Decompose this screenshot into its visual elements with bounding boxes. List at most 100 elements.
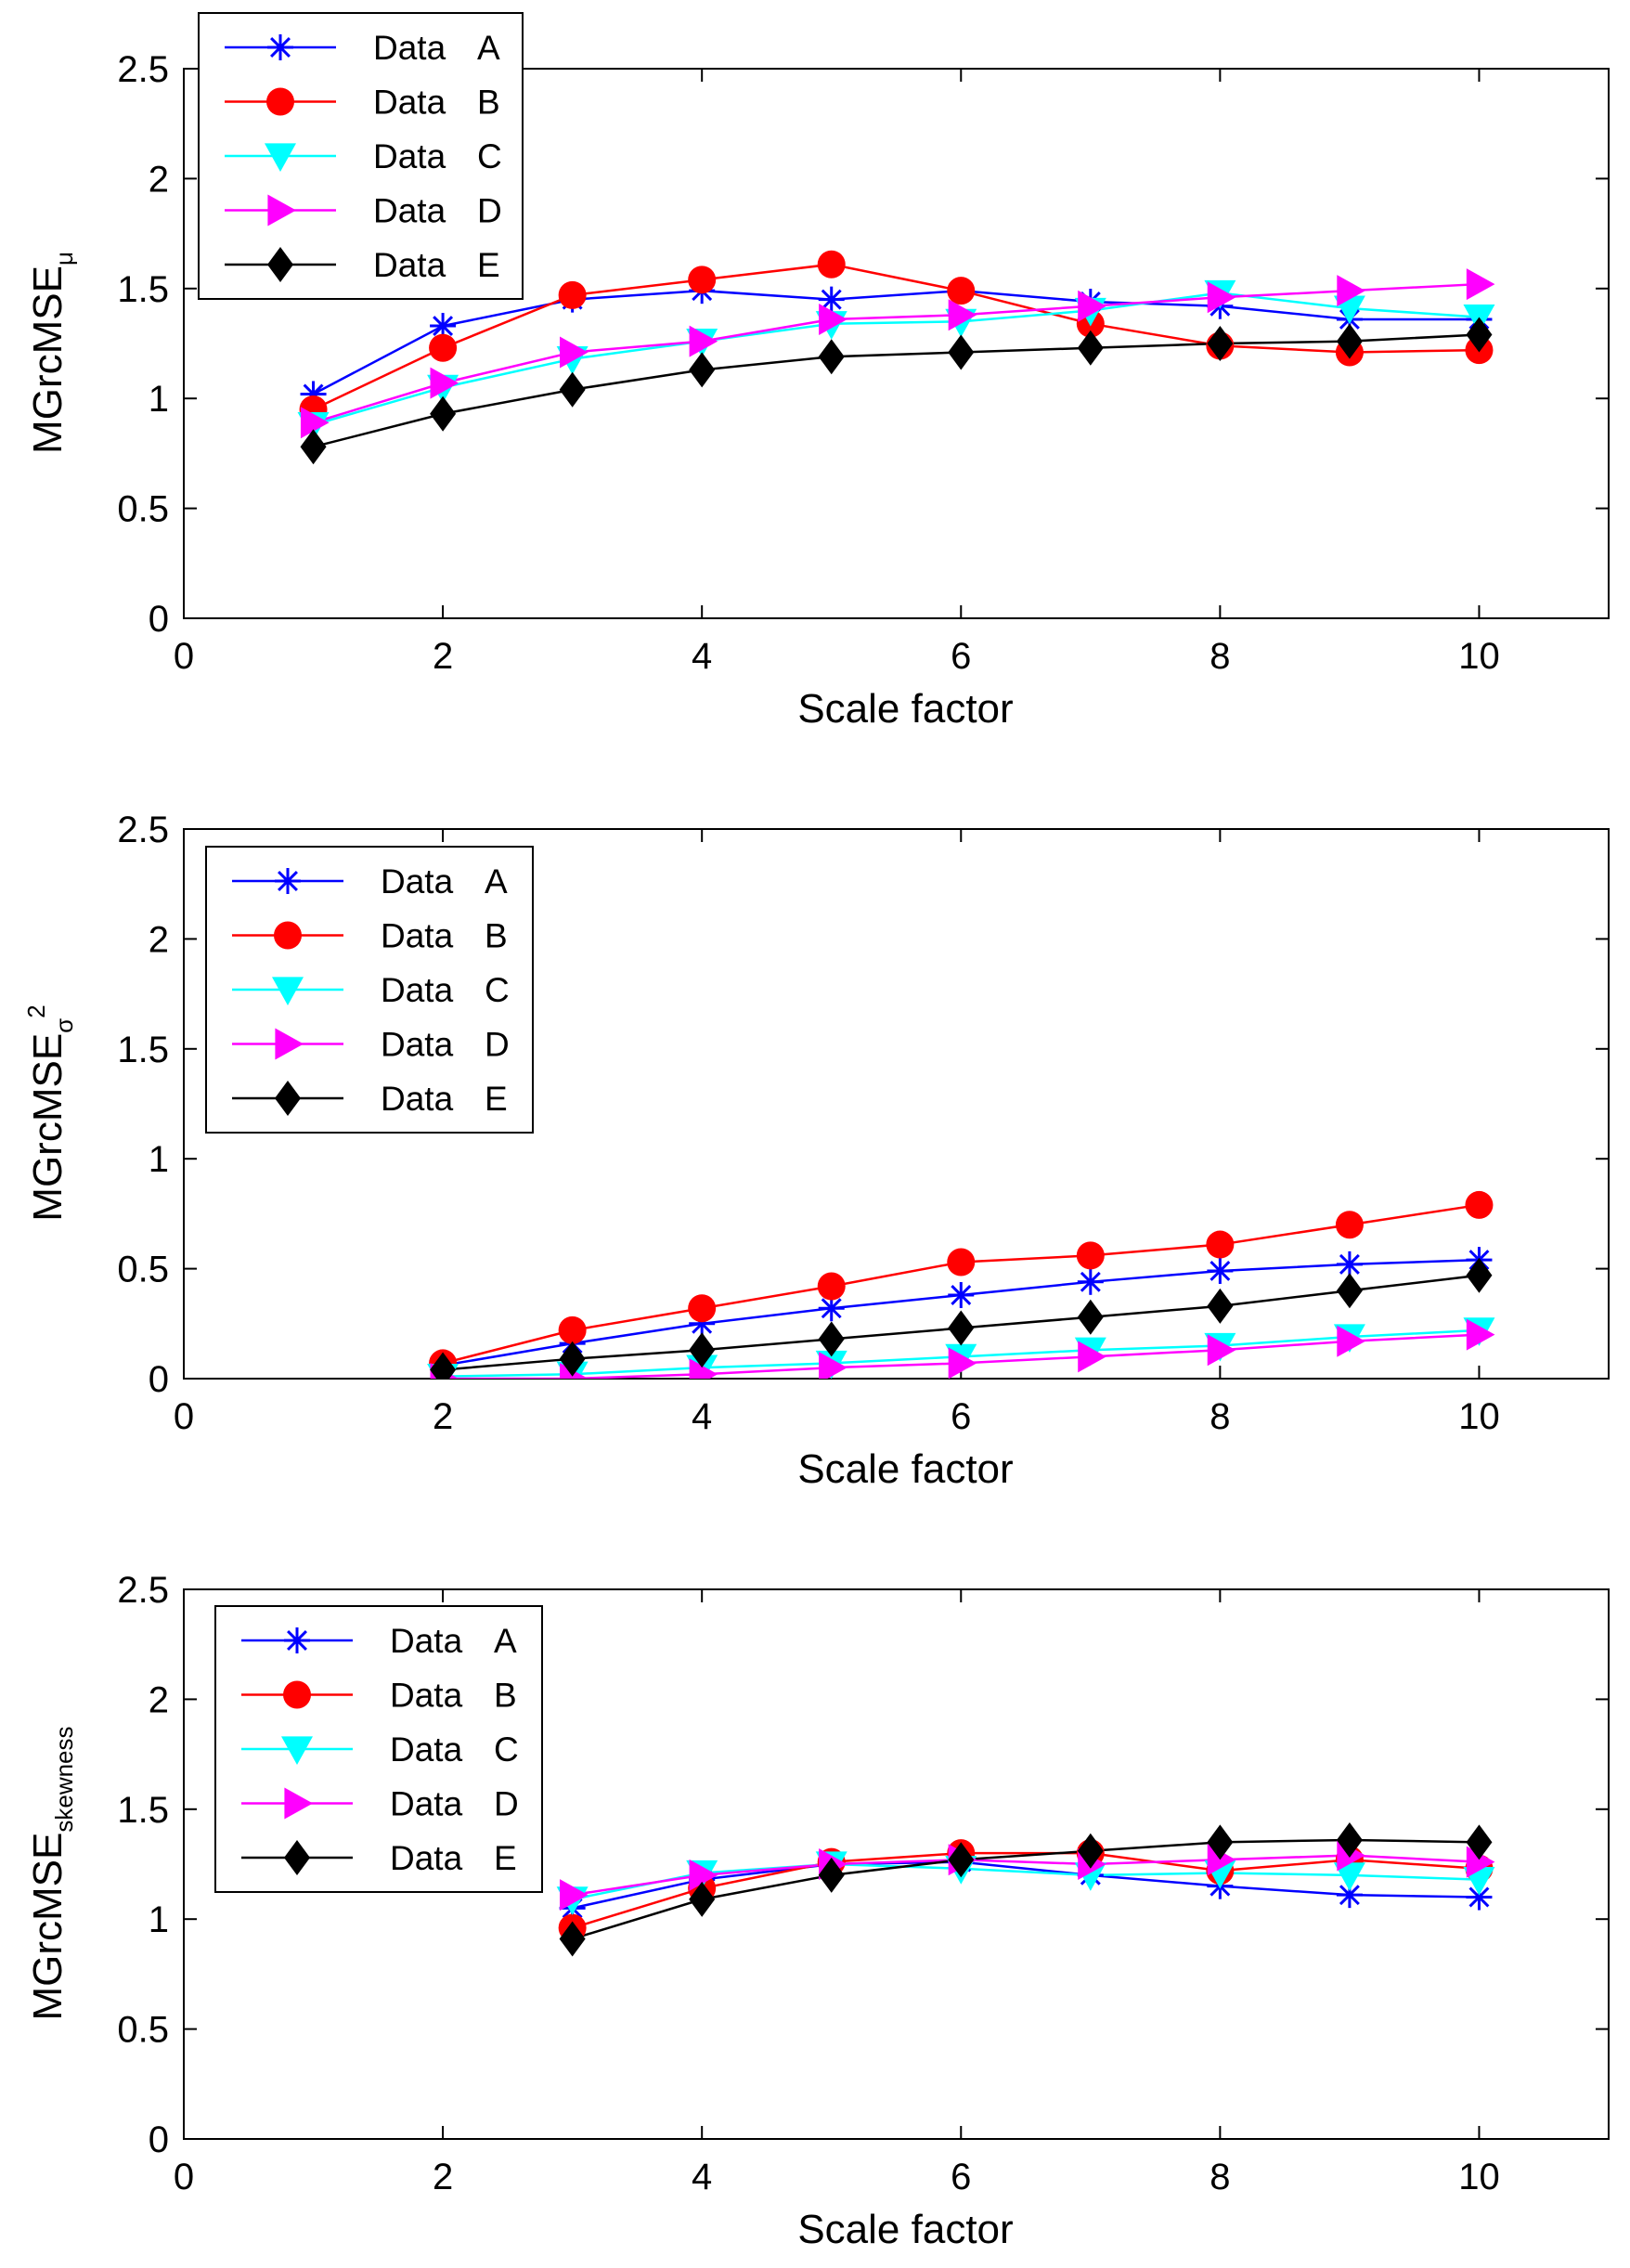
data-point-a [1207, 1257, 1234, 1284]
y-tick-label: 2 [149, 919, 169, 960]
x-tick-label: 2 [433, 636, 453, 677]
legend-series-letter: C [485, 971, 510, 1009]
legend-series-letter: D [477, 192, 502, 230]
x-axis-label: Scale factor [797, 1446, 1013, 1492]
y-axis-label: MGrcMSEμ [25, 252, 78, 454]
legend: Data A Data B Data C Data D Data E [205, 846, 534, 1134]
x-tick-label: 4 [692, 636, 712, 677]
data-point-e [689, 1881, 716, 1917]
chart-panel-2: 0 2 4 6 8 10 0 0.5 1 1.5 2 2.5 Scale factor MGrcMSEσ2… [22, 810, 1610, 1492]
y-tick-label: 1 [149, 1899, 169, 1940]
data-point-e [430, 1352, 457, 1379]
data-point-e [559, 1341, 586, 1377]
legend-label: Data [381, 1026, 454, 1064]
x-tick-label: 2 [433, 2157, 453, 2197]
legend-series-letter: B [485, 917, 508, 955]
data-point-d [1337, 1325, 1365, 1357]
legend-label: Data [381, 917, 454, 955]
x-tick-label: 6 [951, 1396, 971, 1437]
legend-label: Data [390, 1677, 463, 1715]
data-point-b [688, 266, 717, 294]
data-point-a [1336, 1251, 1363, 1277]
data-point-d [1078, 290, 1106, 322]
y-axis-label: MGrcMSEσ2 [22, 1004, 78, 1221]
data-point-e [1336, 1821, 1363, 1858]
data-point-d [300, 407, 330, 439]
y-tick-label: 0 [149, 2119, 169, 2160]
y-tick-label: 1 [149, 379, 169, 420]
series-lines [556, 1821, 1495, 1957]
data-point-d [948, 299, 977, 331]
legend-marker-d [284, 1787, 313, 1820]
y-tick-label: 2.5 [117, 1570, 169, 1611]
x-tick-label: 6 [951, 2157, 971, 2197]
data-point-e [818, 339, 845, 375]
data-point-b [817, 250, 846, 279]
x-axis-label: Scale factor [797, 2207, 1013, 2252]
y-tick-label: 2 [149, 159, 169, 200]
x-tick-label: 8 [1210, 2157, 1230, 2197]
legend: Data A Data B Data C Data D Data E [198, 12, 524, 300]
legend-marker-e [284, 1840, 310, 1875]
data-point-d [689, 1358, 718, 1379]
legend-marker-e [267, 247, 293, 282]
data-point-d [1078, 1341, 1106, 1373]
data-point-c [1333, 1862, 1365, 1891]
data-point-b [947, 277, 976, 305]
data-point-b [947, 1248, 976, 1277]
legend-marker-b [274, 921, 302, 950]
data-point-e [1336, 1273, 1363, 1309]
y-tick-label: 0.5 [117, 489, 169, 530]
series-line-a [312, 289, 1480, 395]
data-point-e [1466, 317, 1493, 353]
data-point-b [1335, 1211, 1364, 1239]
y-tick-label: 1 [149, 1139, 169, 1180]
series-line-c [572, 1862, 1480, 1901]
data-point-e [1336, 323, 1363, 359]
x-tick-label: 8 [1210, 636, 1230, 677]
y-tick-label: 1.5 [117, 1030, 169, 1070]
y-tick-label: 0.5 [117, 1250, 169, 1290]
legend-series-letter: C [477, 137, 502, 175]
legend-series-letter: B [477, 84, 500, 122]
legend-marker-a [284, 1627, 310, 1653]
data-point-e [818, 1857, 845, 1893]
data-point-b [688, 1294, 717, 1323]
data-point-d [948, 1347, 977, 1379]
data-point-b [558, 280, 587, 309]
data-point-e [559, 1921, 586, 1957]
x-tick-label: 0 [174, 636, 194, 677]
legend-marker-c [281, 1736, 313, 1765]
legend-label: Data [390, 1839, 463, 1877]
y-tick-label: 2.5 [117, 49, 169, 90]
x-tick-label: 0 [174, 1396, 194, 1437]
x-tick-label: 0 [174, 2157, 194, 2197]
legend-label: Data [381, 1080, 454, 1118]
data-point-e [1207, 1288, 1234, 1324]
data-point-d [560, 1879, 589, 1912]
series-lines [427, 1190, 1495, 1379]
legend-label: Data [373, 192, 446, 230]
data-point-b [1206, 1230, 1235, 1259]
data-point-e [689, 352, 716, 388]
x-tick-label: 10 [1458, 1396, 1500, 1437]
data-point-a [818, 286, 845, 313]
data-point-d [1466, 1318, 1495, 1351]
chart-panel-1: 0 2 4 6 8 10 0 0.5 1 1.5 2 2.5 Scale factor MGrcMSEμ D… [25, 12, 1610, 732]
legend-marker-e [275, 1081, 301, 1116]
legend-label: Data [390, 1622, 463, 1660]
data-point-e [1077, 1299, 1104, 1335]
data-point-d [819, 303, 847, 335]
legend-marker-b [283, 1680, 311, 1709]
x-tick-label: 10 [1458, 2157, 1500, 2197]
data-point-d [1466, 268, 1495, 301]
series-line-a [572, 1860, 1480, 1910]
y-tick-label: 2 [149, 1679, 169, 1720]
legend-series-letter: A [494, 1622, 517, 1660]
data-point-e [1077, 330, 1104, 366]
legend-label: Data [373, 29, 446, 67]
data-point-e [559, 371, 586, 408]
data-point-a [948, 1282, 975, 1309]
data-point-e [948, 1310, 975, 1346]
